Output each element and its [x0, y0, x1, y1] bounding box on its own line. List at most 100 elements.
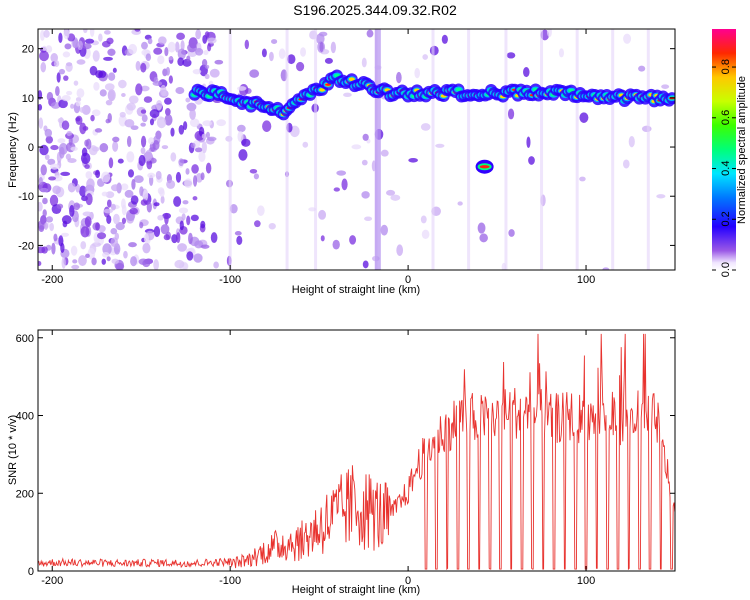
spectrogram-cell — [195, 29, 202, 40]
spectrogram-cell — [49, 222, 55, 232]
spectrogram-cell — [42, 45, 47, 51]
spectrogram-cell — [201, 141, 207, 154]
spectrogram-cell — [81, 104, 91, 116]
snr-frame — [37, 329, 676, 572]
spectrogram-cell — [53, 233, 58, 242]
spectrogram-streak — [228, 29, 232, 270]
spectrogram-cell — [324, 57, 333, 64]
spectrogram-ylabel: Frequency (Hz) — [7, 112, 19, 188]
spectrogram-cell — [579, 176, 586, 182]
spectrogram-cell — [361, 57, 367, 68]
spectrogram-cell — [173, 196, 182, 207]
spectrogram-cell — [57, 117, 65, 124]
spectrogram-cell — [115, 263, 125, 270]
spectrogram-cell — [186, 215, 191, 226]
colorbar: 0.0 0.2 0.4 0.6 0.8 Normalized spectral ampl… — [712, 29, 748, 277]
spectrogram-cell — [602, 267, 610, 270]
spectrogram-cell — [187, 43, 197, 53]
spectrogram-cell — [128, 95, 139, 104]
spectrogram-cell — [84, 139, 89, 147]
spectrogram-cell — [133, 175, 144, 184]
snr-xtick-label: -200 — [41, 575, 63, 587]
spectrogram-cell — [121, 217, 127, 224]
spectrogram-cell — [47, 158, 56, 166]
spectrogram-cell — [181, 213, 186, 221]
spectrogram-cell — [143, 96, 153, 103]
snr-ylabel: SNR (10 * v/v) — [7, 415, 19, 485]
spectrogram-cell — [59, 146, 65, 159]
spectrogram-cell — [44, 154, 50, 161]
spectrogram-cell — [93, 81, 100, 91]
spectrogram-cell — [178, 207, 189, 214]
spectrogram-cell — [203, 50, 209, 56]
spectrogram-cell — [90, 114, 95, 122]
spectrogram-cell — [157, 214, 164, 221]
spectrogram-cell — [46, 216, 54, 223]
spectrogram-cell — [38, 176, 43, 185]
spectrogram-cell — [435, 143, 445, 148]
spectrogram-cell — [108, 157, 114, 169]
spectrogram-cell — [186, 251, 194, 261]
spectrogram-cell — [80, 241, 87, 250]
spectrogram-cell — [146, 201, 152, 213]
spectrogram-cell — [159, 189, 165, 197]
spectrogram-cell — [164, 97, 172, 105]
spectrogram-cell — [45, 135, 54, 144]
spectrogram-cell — [38, 246, 46, 254]
colorbar-tick-label: 0.6 — [720, 110, 732, 125]
spectrogram-cell — [75, 115, 83, 125]
spectrogram-cell — [67, 182, 76, 193]
spectrogram-streak — [575, 29, 579, 270]
spectrogram-cell — [105, 191, 115, 199]
spectrogram-cell — [103, 30, 111, 35]
spectrogram-cell — [49, 163, 60, 170]
spectrogram-cell — [349, 235, 357, 245]
spectrogram-cell — [189, 108, 196, 120]
spectrogram-cell — [50, 52, 58, 63]
spectrogram-cell — [201, 59, 208, 67]
spectrogram-cell — [152, 140, 160, 151]
spectrogram-cell — [82, 211, 93, 217]
spectrogram-cell — [102, 243, 112, 256]
spectrogram-cell — [236, 86, 247, 91]
spectrogram-cell — [194, 147, 203, 153]
spectrogram-cell — [56, 203, 64, 209]
spectrogram-cell — [319, 41, 324, 53]
spectrogram-cell — [184, 178, 193, 189]
spectrogram-cell — [207, 37, 217, 44]
spectrogram-cell — [58, 68, 66, 75]
spectrogram-cell — [62, 220, 68, 228]
spectrogram-cell — [70, 245, 78, 256]
spectrogram-cell — [38, 220, 46, 230]
spectrogram-cell — [108, 72, 116, 81]
ridge-core — [319, 88, 326, 92]
spectrogram-cell — [142, 189, 149, 202]
spectrogram-cell — [506, 52, 516, 59]
spectrogram-cell — [135, 60, 141, 71]
spectrogram-cell — [408, 157, 418, 163]
spectrogram-cell — [526, 136, 531, 149]
spectrogram-cell — [92, 242, 102, 247]
spectrogram-cell — [152, 81, 163, 87]
spectrogram-cell — [61, 95, 71, 102]
spectrogram-cell — [192, 175, 198, 187]
spectrogram-cell — [318, 209, 327, 220]
spectrogram-cell — [105, 118, 111, 124]
spectrogram-cell — [58, 32, 63, 44]
spectrogram-cell — [168, 56, 174, 61]
spectrogram-cell — [278, 48, 286, 60]
spectrogram-cell — [56, 72, 61, 83]
spectrogram-cell — [205, 162, 212, 174]
spectrogram-ytick-label: -10 — [18, 191, 34, 203]
spectrogram-cell — [213, 261, 219, 269]
spectrogram-cell — [202, 120, 212, 127]
spectrogram-cell — [214, 59, 224, 65]
ridge-core — [348, 77, 355, 81]
spectrogram-cell — [168, 75, 173, 84]
spectrogram-cell — [178, 124, 185, 135]
spectrogram-cell — [124, 119, 135, 128]
spectrogram-cell — [58, 235, 64, 247]
spectrogram-cell — [138, 258, 149, 265]
secondary-feature-core — [479, 165, 490, 169]
spectrogram-cell — [139, 221, 144, 229]
